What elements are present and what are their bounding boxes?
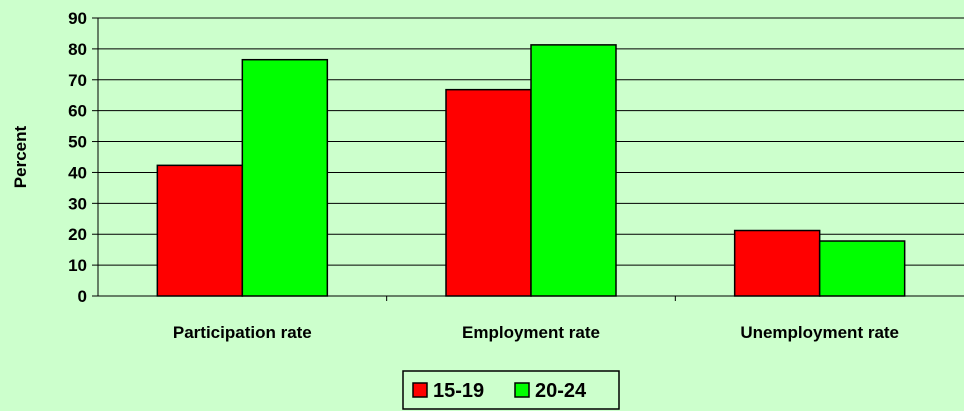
legend-box (402, 370, 620, 410)
legend-swatch-15-19 (412, 382, 428, 398)
legend-swatch-20-24 (514, 382, 530, 398)
y-tick-label: 0 (78, 287, 87, 306)
y-tick-labels: 0 10 20 30 40 50 60 70 80 90 (68, 9, 87, 306)
bar-15-19-employment-rate (445, 88, 532, 297)
y-tick-label: 30 (68, 194, 87, 213)
category-label: Unemployment rate (740, 323, 899, 342)
bar-15-19-participation-rate (156, 164, 244, 297)
y-tick-label: 60 (68, 102, 87, 121)
y-tick-label: 90 (68, 9, 87, 28)
y-tick-label: 70 (68, 71, 87, 90)
bar-20-24-participation-rate (241, 58, 329, 297)
category-label: Participation rate (173, 323, 312, 342)
bars (156, 44, 906, 297)
bar-20-24-unemployment-rate (818, 240, 906, 297)
legend-label: 20-24 (535, 380, 587, 402)
y-tick-label: 80 (68, 40, 87, 59)
bar-15-19-unemployment-rate (733, 229, 821, 297)
y-tick-label: 10 (68, 256, 87, 275)
y-tick-label: 40 (68, 163, 87, 182)
category-labels: Participation rate Employment rate Unemplo… (173, 323, 899, 342)
y-axis-title: Percent (11, 125, 30, 188)
axes (92, 17, 964, 301)
category-label: Employment rate (462, 323, 600, 342)
y-tick-label: 20 (68, 225, 87, 244)
legend-label: 15-19 (433, 380, 484, 402)
y-tick-label: 50 (68, 133, 87, 152)
legend: 15-19 20-24 (402, 370, 620, 410)
bar-20-24-employment-rate (530, 44, 617, 297)
